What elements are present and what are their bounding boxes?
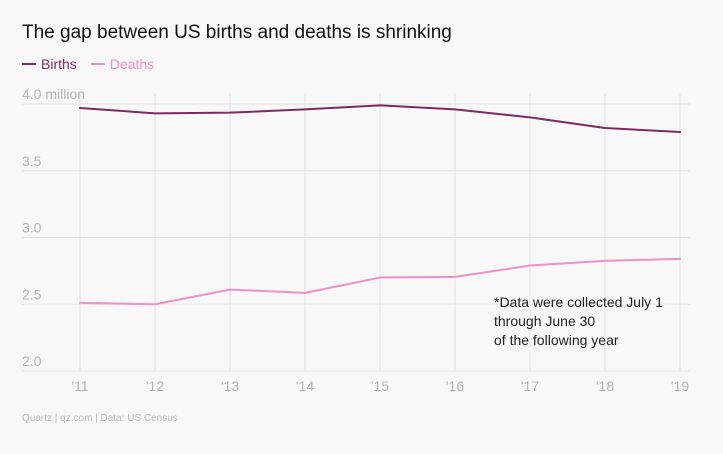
- x-tick-label: '11: [71, 378, 88, 394]
- annotation-line: *Data were collected July 1: [494, 294, 663, 310]
- y-tick-label: 3.5: [22, 153, 42, 169]
- x-tick-label: '13: [221, 378, 239, 394]
- y-tick-label: 3.0: [22, 220, 42, 236]
- x-tick-label: '14: [296, 378, 314, 394]
- y-tick-label: 4.0 million: [22, 86, 85, 102]
- y-tick-label: 2.5: [22, 286, 42, 302]
- legend-swatch-births: [22, 63, 36, 65]
- annotation-line: of the following year: [494, 332, 619, 348]
- x-tick-label: '15: [371, 378, 389, 394]
- x-tick-label: '17: [521, 378, 539, 394]
- y-tick-label: 2.0: [22, 353, 42, 369]
- source-credit: Quartz | qz.com | Data: US Census: [22, 413, 178, 424]
- legend-label-deaths: Deaths: [109, 56, 155, 72]
- x-tick-label: '18: [596, 378, 614, 394]
- chart-title: The gap between US births and deaths is …: [22, 22, 452, 43]
- x-tick-label: '12: [146, 378, 164, 394]
- x-tick-label: '16: [446, 378, 464, 394]
- legend-item-deaths: Deaths: [90, 56, 155, 72]
- legend-item-births: Births: [22, 56, 77, 72]
- chart-legend: Births Deaths: [22, 56, 154, 72]
- legend-swatch-deaths: [90, 63, 105, 65]
- chart-annotation: *Data were collected July 1 through June …: [494, 294, 663, 348]
- legend-label-births: Births: [41, 56, 77, 72]
- annotation-line: through June 30: [494, 313, 595, 329]
- x-tick-label: '19: [671, 378, 689, 394]
